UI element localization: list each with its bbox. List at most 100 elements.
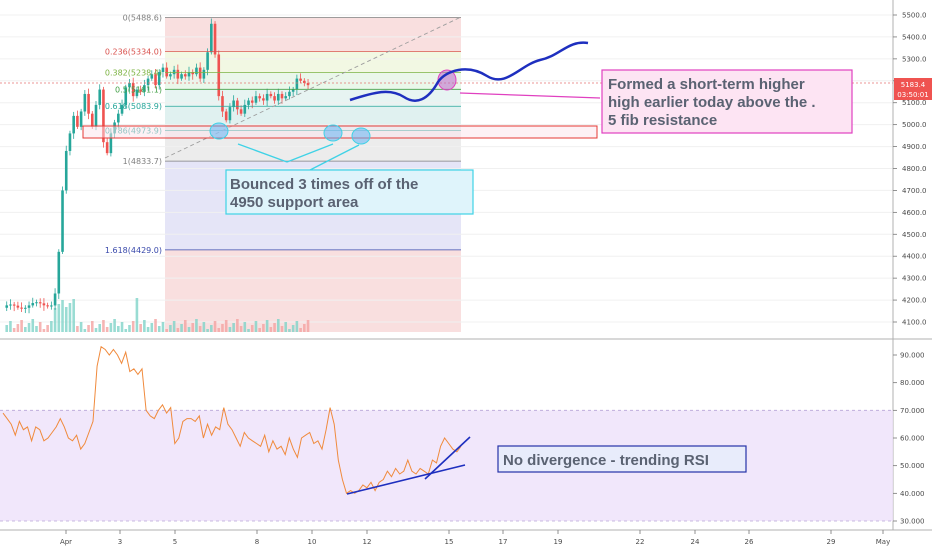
candle-body: [169, 74, 172, 77]
volume-bar: [221, 324, 224, 332]
volume-bar: [210, 325, 213, 332]
date-tick-label: 8: [255, 538, 259, 546]
candle-body: [288, 91, 291, 97]
candle-body: [72, 115, 75, 134]
candle-body: [128, 82, 131, 88]
volume-bar: [76, 326, 79, 332]
candle-body: [146, 78, 150, 86]
volume-bar: [12, 328, 16, 332]
date-axis[interactable]: Apr 3 5 8 10 12 15 17 19 22 24 26 29 May: [60, 530, 890, 546]
candle-body: [46, 305, 49, 307]
date-tick-label: 26: [745, 538, 754, 546]
price-axis[interactable]: 5500.05400.05300.05200.05100.05000.04900…: [893, 12, 927, 327]
candle-body: [120, 104, 124, 114]
candle-body: [57, 251, 61, 294]
annotation-rsi[interactable]: No divergence - trending RSI: [497, 445, 747, 473]
volume-bar: [98, 324, 102, 332]
fib-level-label: 0(5488.6): [123, 13, 162, 22]
candle-body: [180, 74, 183, 79]
volume-bar: [291, 325, 295, 332]
volume-bar: [224, 320, 228, 332]
candle-body: [284, 96, 288, 99]
volume-bar: [5, 325, 9, 332]
volume-bar: [183, 320, 187, 332]
candle-body: [139, 89, 142, 92]
candle-body: [161, 67, 165, 73]
volume-bar: [53, 308, 57, 332]
volume-bar: [239, 326, 243, 332]
fib-zone: [165, 17, 461, 52]
bounce-marker: [209, 122, 229, 140]
rsi-axis[interactable]: 90.000 80.000 70.000 60.000 50.000 40.000 30.0…: [893, 352, 925, 526]
candle-body: [258, 96, 261, 99]
volume-bar: [50, 321, 53, 332]
volume-bar: [131, 321, 135, 332]
bounce-marker: [351, 127, 371, 145]
volume-bar: [72, 299, 75, 332]
candle-body: [306, 82, 310, 86]
volume-bar: [139, 324, 142, 332]
volume-bar: [128, 325, 131, 332]
candle-body: [90, 113, 94, 127]
volume-bar: [236, 319, 239, 332]
annotation-rsi-text: No divergence - trending RSI: [503, 452, 709, 469]
annotation-bounce-line-1: Bounced 3 times off of the: [230, 176, 418, 193]
price-tick-label: 4900.0: [902, 143, 927, 151]
bounce-arrow: [237, 143, 288, 163]
bounce-marker: [323, 124, 343, 142]
volume-bar: [243, 322, 247, 332]
date-tick-label: May: [876, 538, 890, 546]
candle-body: [64, 150, 68, 191]
candle-body: [12, 304, 16, 306]
annotation-bounce[interactable]: Bounced 3 times off of the 4950 support …: [225, 169, 474, 215]
candle-body: [195, 67, 198, 75]
candle-body: [5, 305, 9, 308]
volume-bar: [284, 322, 288, 332]
volume-bar: [113, 319, 116, 332]
volume-bar: [258, 328, 261, 332]
fib-trend-line: [164, 16, 462, 159]
volume-bar: [150, 323, 154, 332]
candle-body: [154, 74, 157, 86]
candle-body: [295, 78, 299, 90]
price-grid: [0, 14, 893, 323]
rsi-tick-label: 60.000: [900, 435, 925, 443]
fib-zone: [165, 89, 461, 107]
price-tick-label: 4500.0: [902, 231, 927, 239]
candle-body: [42, 303, 46, 306]
candle-body: [187, 72, 191, 77]
fib-level-label: 1(4833.7): [123, 157, 162, 166]
date-tick-label: 10: [308, 538, 317, 546]
volume-bar: [228, 327, 232, 332]
fib-level-label: 0.618(5083.9): [105, 102, 162, 111]
volume-bar: [269, 327, 273, 332]
candle-body: [76, 115, 79, 127]
candle-body: [254, 96, 258, 103]
volume-bar: [247, 329, 250, 332]
rsi-band: [0, 410, 893, 521]
candle-body: [224, 111, 228, 121]
volume-bar: [38, 322, 42, 332]
rsi-tick-label: 50.000: [900, 462, 925, 470]
rsi-trendline: [424, 436, 471, 480]
candle-body: [299, 78, 302, 81]
candle-body: [221, 96, 224, 112]
annotation-higher-high[interactable]: Formed a short-term higher high earlier …: [601, 69, 853, 134]
volume-bar: [94, 328, 98, 332]
price-tick-label: 4700.0: [902, 187, 927, 195]
volume-bar: [273, 323, 276, 332]
volume-bar: [191, 323, 195, 332]
volume-bar: [295, 321, 299, 332]
volume-bar: [109, 323, 113, 332]
volume-bar: [165, 329, 168, 332]
volume-bar: [42, 329, 46, 332]
volume-bar: [79, 322, 83, 332]
volume-bar: [83, 329, 87, 332]
volume-bar: [265, 320, 269, 332]
candle-body: [68, 133, 72, 151]
price-tick-label: 4200.0: [902, 297, 927, 305]
candle-body: [262, 98, 265, 101]
volume-bar: [157, 326, 161, 332]
volume-bar: [90, 321, 94, 332]
